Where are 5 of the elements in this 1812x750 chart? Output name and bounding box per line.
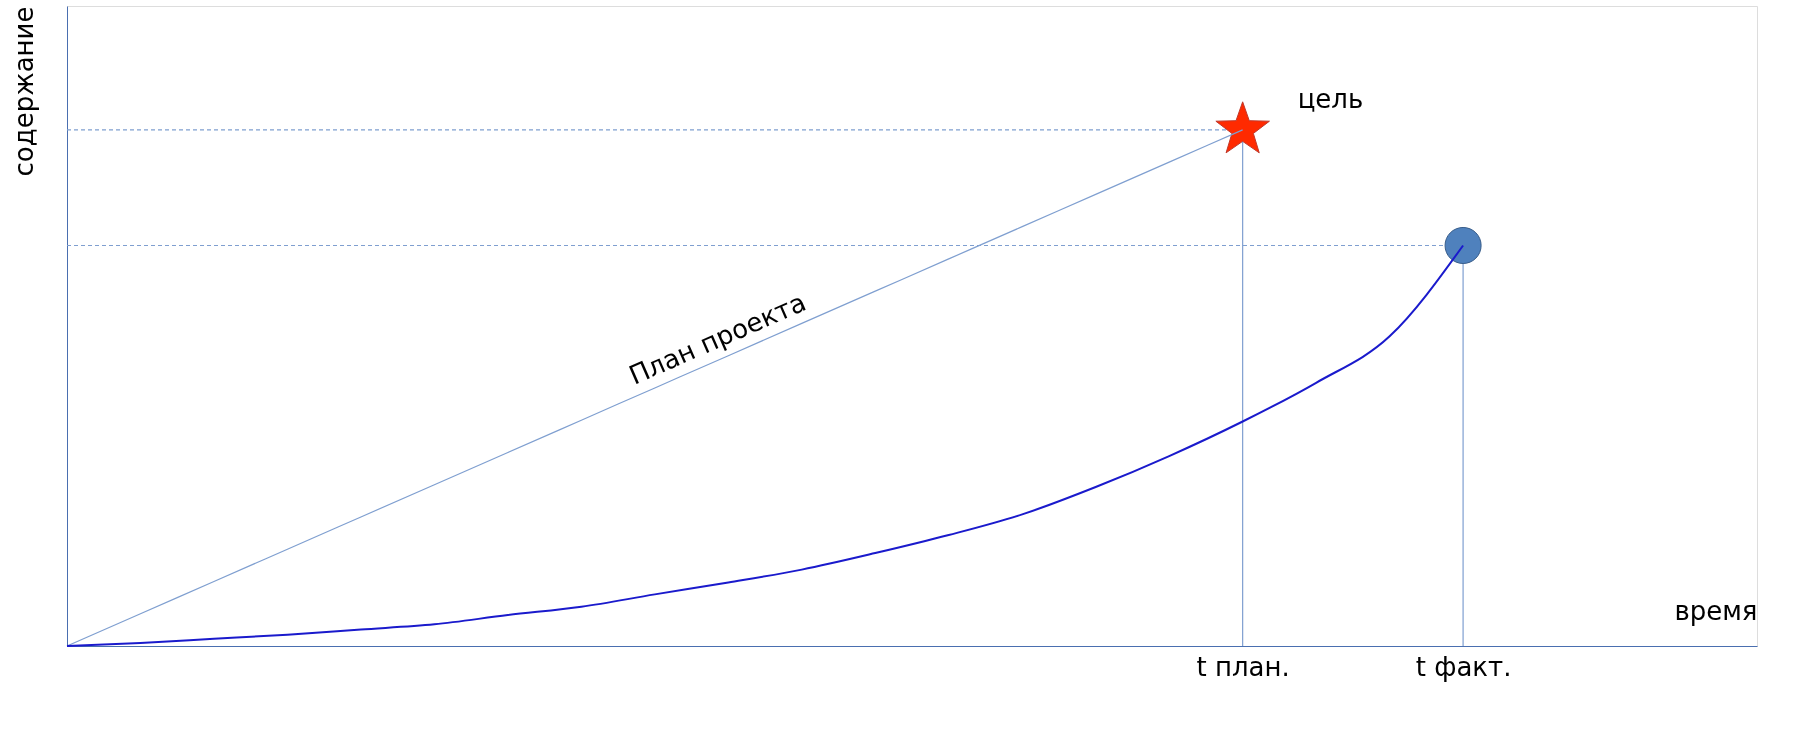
x-axis-title: время	[1674, 595, 1758, 626]
y-axis-title: содержание	[8, 6, 39, 177]
x-tick-label: t факт.	[1415, 651, 1512, 682]
x-tick-label: t план.	[1196, 651, 1290, 682]
series-label: цель	[1297, 83, 1364, 114]
